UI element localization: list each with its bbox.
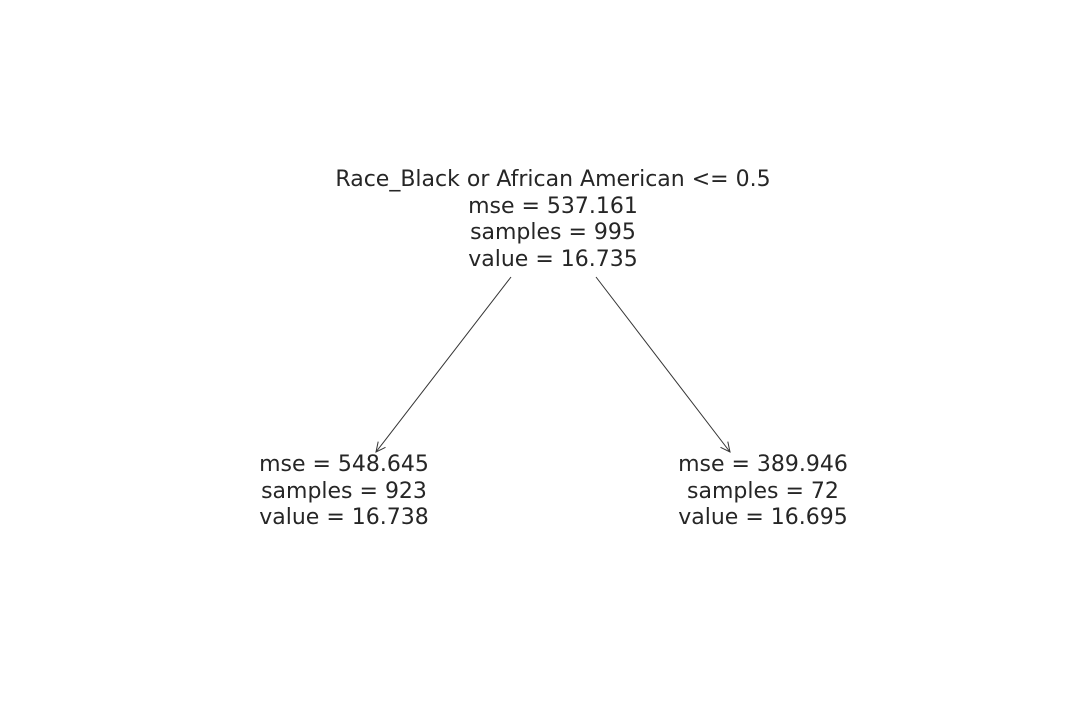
left-leaf-value: value = 16.738 [259, 505, 429, 530]
root-value: value = 16.735 [468, 246, 638, 272]
root-node: Race_Black or African American <= 0.5 ms… [335, 167, 770, 273]
edge-root-left [375, 276, 512, 453]
arrowhead-right-icon [720, 441, 731, 453]
root-mse: mse = 537.161 [468, 193, 638, 219]
root-samples: samples = 995 [470, 220, 636, 245]
right-leaf-node: mse = 389.946 samples = 72 value = 16.69… [678, 452, 848, 532]
right-leaf-value: value = 16.695 [678, 505, 848, 530]
left-leaf-mse: mse = 548.645 [259, 452, 429, 477]
root-split-condition: Race_Black or African American <= 0.5 [335, 167, 771, 192]
left-leaf-samples: samples = 923 [261, 478, 427, 504]
right-leaf-mse: mse = 389.946 [678, 452, 848, 477]
edge-root-right [595, 276, 731, 453]
arrowhead-left-icon [375, 441, 386, 453]
left-leaf-node: mse = 548.645 samples = 923 value = 16.7… [259, 452, 429, 532]
edge-line-left [375, 276, 512, 453]
right-leaf-samples: samples = 72 [687, 478, 839, 504]
edge-line-right [595, 276, 731, 453]
